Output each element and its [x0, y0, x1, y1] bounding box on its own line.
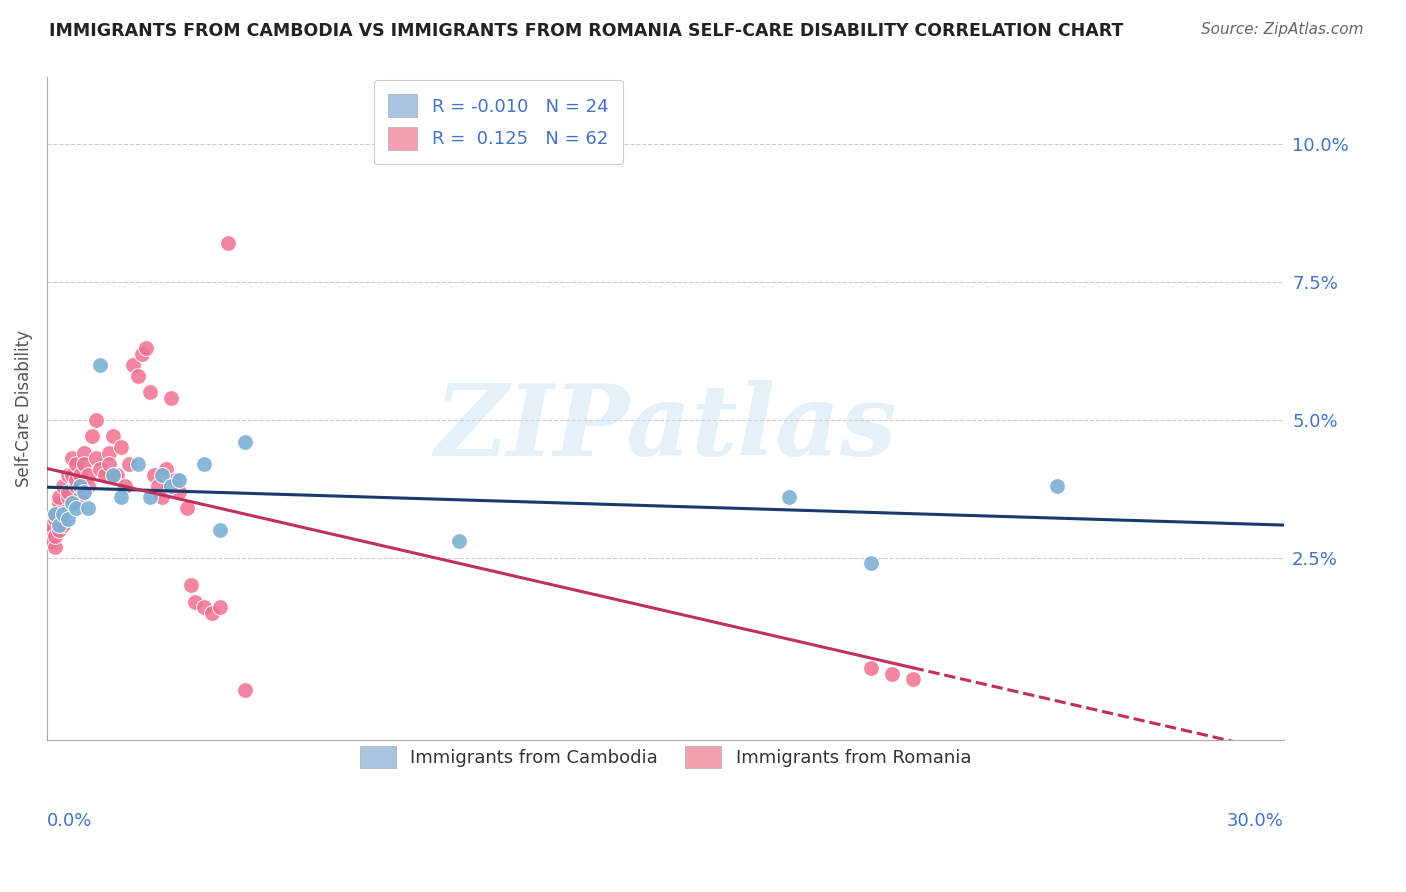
- Point: [39, 523, 62, 537]
- Point: [139, 385, 162, 400]
- Point: [209, 523, 232, 537]
- Point: [167, 474, 190, 488]
- Point: [89, 358, 111, 372]
- Point: [131, 346, 153, 360]
- Point: [449, 534, 471, 549]
- Point: [233, 434, 256, 449]
- Point: [82, 429, 104, 443]
- Point: [139, 490, 162, 504]
- Text: Source: ZipAtlas.com: Source: ZipAtlas.com: [1201, 22, 1364, 37]
- Point: [48, 501, 70, 516]
- Point: [201, 606, 224, 620]
- Point: [60, 495, 83, 509]
- Point: [97, 457, 120, 471]
- Point: [48, 523, 70, 537]
- Point: [89, 462, 111, 476]
- Point: [217, 236, 239, 251]
- Point: [77, 479, 100, 493]
- Point: [1046, 479, 1069, 493]
- Point: [209, 600, 232, 615]
- Text: IMMIGRANTS FROM CAMBODIA VS IMMIGRANTS FROM ROMANIA SELF-CARE DISABILITY CORRELA: IMMIGRANTS FROM CAMBODIA VS IMMIGRANTS F…: [49, 22, 1123, 40]
- Point: [860, 661, 883, 675]
- Point: [167, 484, 190, 499]
- Point: [159, 479, 181, 493]
- Point: [143, 467, 166, 482]
- Point: [52, 507, 75, 521]
- Point: [193, 600, 215, 615]
- Point: [44, 540, 66, 554]
- Point: [880, 666, 903, 681]
- Y-axis label: Self-Care Disability: Self-Care Disability: [15, 330, 32, 487]
- Point: [77, 467, 100, 482]
- Point: [184, 595, 207, 609]
- Point: [77, 501, 100, 516]
- Point: [163, 474, 186, 488]
- Point: [52, 479, 75, 493]
- Point: [65, 457, 87, 471]
- Point: [44, 507, 66, 521]
- Point: [44, 507, 66, 521]
- Point: [48, 490, 70, 504]
- Point: [150, 467, 173, 482]
- Point: [39, 517, 62, 532]
- Point: [150, 490, 173, 504]
- Point: [148, 479, 170, 493]
- Point: [97, 446, 120, 460]
- Point: [860, 557, 883, 571]
- Point: [101, 429, 124, 443]
- Point: [65, 474, 87, 488]
- Point: [48, 517, 70, 532]
- Point: [73, 484, 96, 499]
- Point: [44, 529, 66, 543]
- Text: 0.0%: 0.0%: [46, 812, 93, 830]
- Point: [56, 490, 79, 504]
- Point: [56, 467, 79, 482]
- Point: [159, 391, 181, 405]
- Point: [110, 490, 132, 504]
- Point: [176, 501, 198, 516]
- Point: [105, 467, 128, 482]
- Point: [180, 578, 202, 592]
- Point: [56, 512, 79, 526]
- Point: [60, 451, 83, 466]
- Point: [65, 501, 87, 516]
- Point: [110, 441, 132, 455]
- Point: [48, 495, 70, 509]
- Point: [93, 467, 115, 482]
- Point: [118, 457, 141, 471]
- Point: [69, 467, 91, 482]
- Point: [114, 479, 136, 493]
- Legend: Immigrants from Cambodia, Immigrants from Romania: Immigrants from Cambodia, Immigrants fro…: [350, 738, 980, 777]
- Point: [127, 368, 149, 383]
- Point: [52, 517, 75, 532]
- Point: [56, 484, 79, 499]
- Point: [69, 479, 91, 493]
- Point: [778, 490, 800, 504]
- Point: [73, 457, 96, 471]
- Point: [65, 479, 87, 493]
- Point: [86, 451, 108, 466]
- Point: [60, 467, 83, 482]
- Point: [127, 457, 149, 471]
- Point: [901, 673, 924, 687]
- Point: [44, 512, 66, 526]
- Point: [86, 413, 108, 427]
- Point: [135, 341, 157, 355]
- Text: 30.0%: 30.0%: [1227, 812, 1284, 830]
- Point: [193, 457, 215, 471]
- Point: [233, 683, 256, 698]
- Point: [101, 467, 124, 482]
- Point: [73, 446, 96, 460]
- Point: [69, 490, 91, 504]
- Point: [39, 534, 62, 549]
- Text: ZIPatlas: ZIPatlas: [434, 380, 897, 477]
- Point: [155, 462, 177, 476]
- Point: [122, 358, 145, 372]
